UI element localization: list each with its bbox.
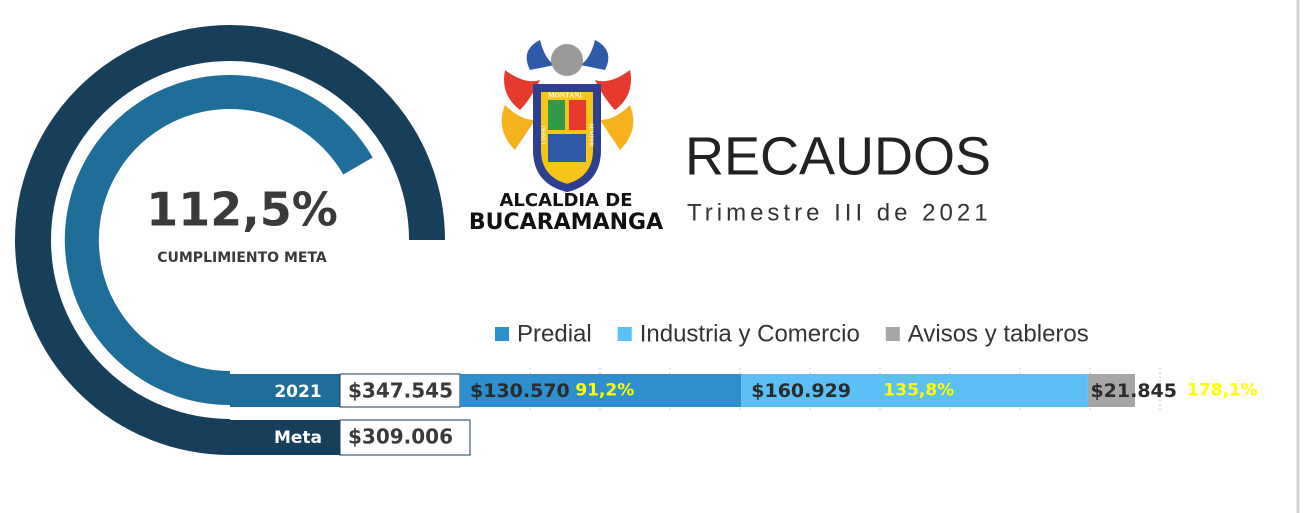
legend-label: Industria y Comercio	[640, 320, 860, 347]
legend-swatch	[617, 327, 632, 341]
row-band	[230, 420, 340, 455]
percent-label: 91,2%	[575, 381, 634, 401]
value-label: $21.845	[1090, 380, 1177, 402]
logo-motto: SEMPER	[588, 123, 594, 146]
legend-label: Avisos y tableros	[908, 320, 1089, 347]
kpi-value: 112,5%	[146, 183, 338, 237]
value-label: $160.929	[751, 380, 851, 402]
bar-segment	[460, 374, 742, 407]
chart-title: RECAUDOS	[685, 126, 991, 186]
row-label: Meta	[274, 428, 322, 448]
legend-swatch	[885, 327, 900, 341]
logo-motto: MONTANI	[548, 92, 582, 100]
logo	[501, 40, 634, 193]
logo-name: ALCALDIA DE	[499, 190, 632, 211]
legend-label: Predial	[517, 320, 592, 347]
value-box	[339, 419, 471, 456]
chart-subtitle: Trimestre III de 2021	[687, 199, 992, 226]
bar-segment	[741, 374, 1088, 407]
row-label: 2021	[274, 382, 321, 402]
row-value: $309.006	[348, 425, 453, 449]
bar-segment	[1087, 374, 1135, 407]
gauge-outer	[15, 25, 445, 455]
logo-name: BUCARAMANGA	[469, 210, 663, 235]
row-band	[230, 374, 340, 407]
percent-label: 178,1%	[1187, 381, 1258, 401]
value-box	[339, 373, 461, 408]
kpi-label: CUMPLIMIENTO META	[157, 250, 327, 266]
percent-label: 135,8%	[883, 381, 954, 401]
value-label: $130.570	[470, 380, 570, 402]
row-value: $347.545	[348, 379, 453, 403]
legend-swatch	[495, 327, 509, 341]
gauge-inner	[64, 75, 373, 405]
logo-motto: LIBERI	[541, 125, 547, 144]
